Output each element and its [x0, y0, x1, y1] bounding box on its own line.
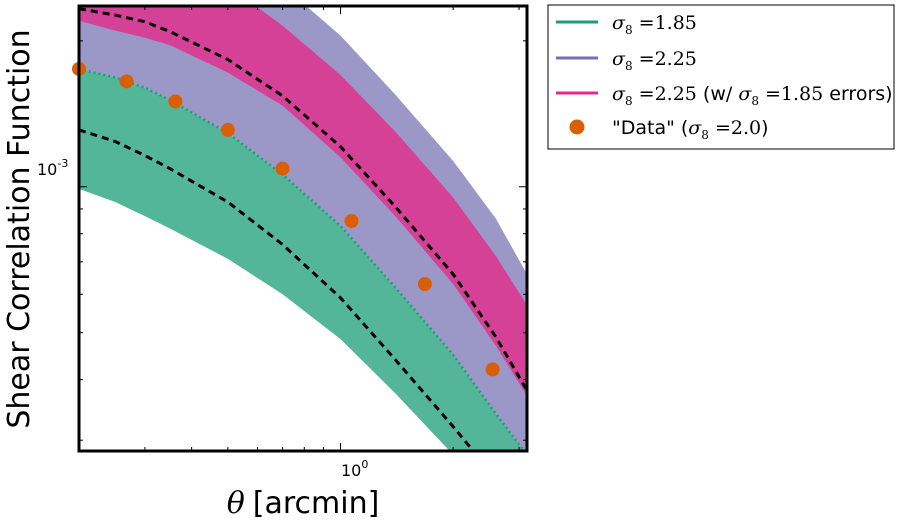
data-point-8: [485, 362, 500, 377]
legend-swatch-data: [569, 119, 585, 135]
data-point-3: [168, 94, 183, 109]
legend-box: [547, 4, 895, 150]
legend-label-purple: σ8 =2.25: [612, 48, 697, 73]
data-point-4: [220, 122, 235, 137]
data-point-5: [275, 161, 290, 176]
data-point-7: [417, 277, 432, 292]
dashed-line-upper: [79, 7, 527, 392]
y-tick-label-1e-3: 10-3: [37, 157, 68, 179]
data-point-6: [344, 213, 359, 228]
band-pink: [79, 6, 527, 397]
ticks-layer: [79, 6, 527, 451]
legend: σ8 =1.85 σ8 =2.25 σ8 =2.25 (w/ σ8 =1.85 …: [547, 4, 895, 150]
bands-layer: [79, 6, 527, 451]
dashed-line-lower: [79, 128, 476, 451]
x-axis-label: θ [arcmin]: [227, 486, 380, 521]
legend-label-pink: σ8 =2.25 (w/ σ8 =1.85 errors): [612, 83, 893, 108]
markers-layer: [72, 61, 500, 377]
x-tick-label-1: 100: [341, 458, 368, 480]
legend-label-data: "Data" (σ8 =2.0): [612, 117, 769, 142]
data-point-2: [119, 74, 134, 89]
band-green: [79, 68, 525, 451]
y-axis-label: Shear Correlation Function: [2, 29, 37, 428]
band-purple: [79, 6, 527, 451]
legend-label-green: σ8 =1.85: [612, 12, 697, 37]
plot-frame: [77, 4, 529, 453]
